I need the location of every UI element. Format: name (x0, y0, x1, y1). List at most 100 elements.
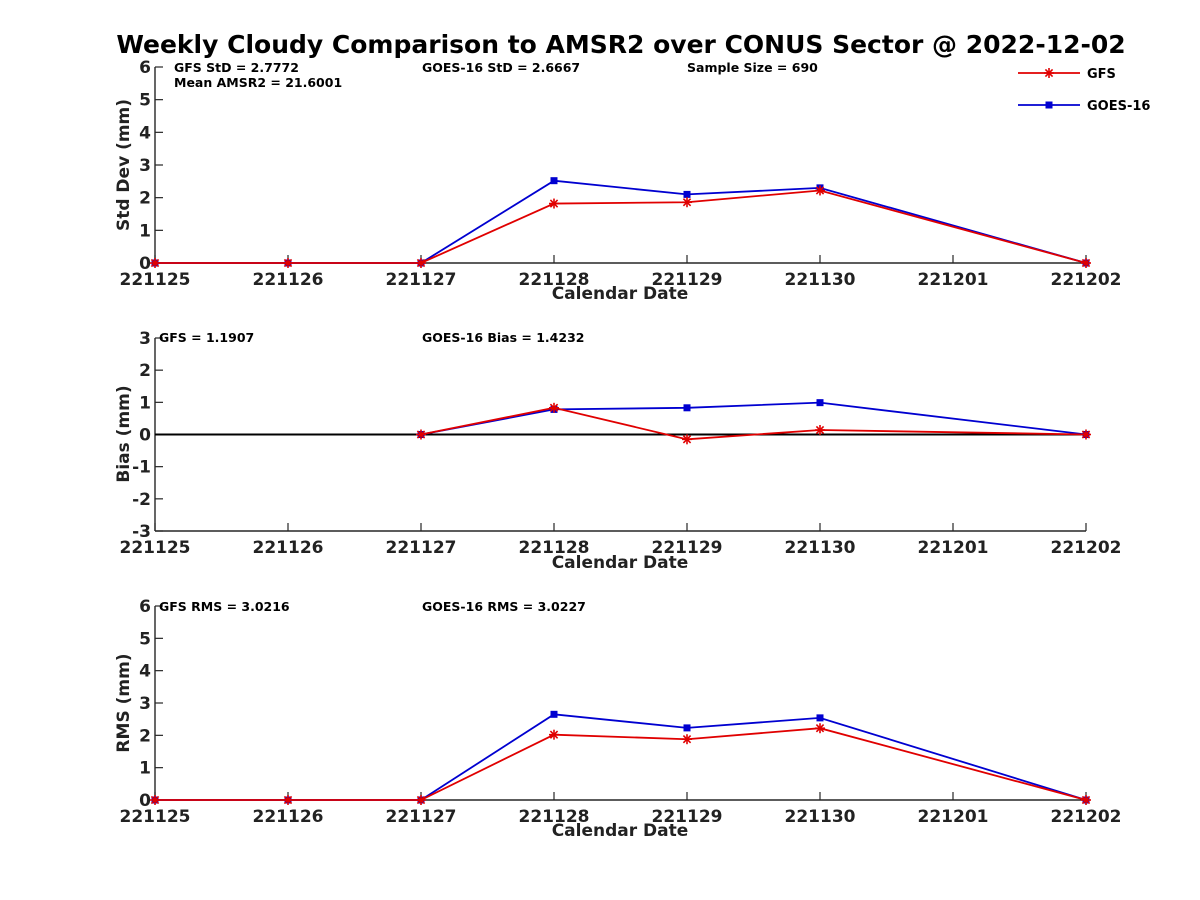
x-tick-label: 221202 (1051, 538, 1122, 558)
y-tick-label: 4 (139, 123, 151, 143)
y-tick-label: 0 (139, 791, 151, 811)
asterisk-stroke (416, 258, 426, 268)
legend-item-goes-16: GOES-16 (1018, 99, 1150, 114)
asterisk-stroke (416, 430, 426, 439)
data-point-asterisk (416, 258, 426, 268)
chart-title: Weekly Cloudy Comparison to AMSR2 over C… (116, 30, 1126, 59)
y-tick-label: -2 (132, 490, 151, 510)
x-tick-label: 221201 (918, 538, 989, 558)
data-point-asterisk (682, 734, 692, 745)
series-gfs (150, 185, 1091, 268)
y-tick-label: 2 (139, 361, 151, 381)
x-tick-label: 221125 (120, 270, 191, 290)
data-point-asterisk (549, 402, 559, 413)
x-tick-label: 221128 (519, 270, 590, 290)
data-point-square (683, 724, 691, 732)
series-line-goes-16 (155, 179, 1087, 264)
asterisk-stroke (549, 403, 559, 412)
asterisk-stroke (815, 425, 825, 435)
data-point-square (683, 190, 691, 198)
stat-annotation: Sample Size = 690 (687, 60, 818, 75)
y-tick-label: 2 (139, 189, 151, 209)
y-tick-label: 3 (139, 156, 151, 176)
data-point-asterisk (1081, 795, 1091, 805)
stat-annotation: GFS StD = 2.7772 (174, 60, 299, 75)
data-point-square (550, 710, 558, 718)
x-tick-label: 221130 (785, 270, 856, 290)
x-tick-label: 221128 (519, 807, 590, 827)
x-tick-label: 221129 (652, 270, 723, 290)
y-tick-label: 6 (139, 58, 151, 78)
y-tick-label: 3 (139, 329, 151, 349)
data-point-square (683, 404, 691, 412)
x-tick-label: 221129 (652, 538, 723, 558)
series-goes-16 (151, 710, 1090, 804)
x-axis-label: Calendar Date (552, 284, 689, 304)
data-point-asterisk (682, 197, 692, 208)
asterisk-stroke (1081, 795, 1091, 805)
data-point-asterisk (1081, 258, 1091, 268)
x-tick-label: 221126 (253, 270, 324, 290)
y-axis-label: Bias (mm) (114, 385, 134, 482)
x-tick-label: 221128 (519, 538, 590, 558)
data-point-square (550, 177, 558, 185)
y-tick-label: 1 (139, 393, 151, 413)
asterisk-stroke (682, 435, 692, 444)
series-line-gfs (155, 189, 1087, 264)
y-tick-label: 1 (139, 759, 151, 779)
asterisk-stroke (283, 258, 293, 268)
data-point-asterisk (1081, 429, 1091, 440)
data-point-asterisk (416, 429, 426, 440)
x-axis-label: Calendar Date (552, 553, 689, 573)
data-point-asterisk (283, 258, 293, 268)
y-axis-label: Std Dev (mm) (114, 99, 134, 231)
asterisk-stroke (682, 735, 692, 744)
data-point-asterisk (682, 434, 692, 445)
x-tick-label: 221129 (652, 807, 723, 827)
stat-annotation: GOES-16 Bias = 1.4232 (422, 330, 584, 345)
stat-annotation: GFS RMS = 3.0216 (159, 599, 290, 614)
data-point-asterisk (549, 198, 559, 209)
data-point-asterisk (815, 424, 825, 435)
asterisk-stroke (283, 795, 293, 805)
chart-panel-1: 0 1 2 3 4 5 6 221125 221126 221127 221128 221129 221… (114, 58, 1121, 304)
stat-annotation: GFS = 1.1907 (159, 330, 254, 345)
stat-annotation: GOES-16 StD = 2.6667 (422, 60, 580, 75)
data-point-asterisk (815, 185, 825, 196)
x-tick-label: 221125 (120, 538, 191, 558)
x-tick-label: 221202 (1051, 807, 1122, 827)
y-tick-label: 4 (139, 662, 151, 682)
data-point-square (816, 399, 824, 407)
legend: GFS GOES-16 (1018, 67, 1150, 114)
series-gfs (416, 402, 1091, 445)
y-tick-label: -3 (132, 522, 151, 542)
asterisk-stroke (815, 724, 825, 733)
asterisk-stroke (815, 186, 825, 195)
y-tick-label: 3 (139, 694, 151, 714)
x-tick-label: 221127 (386, 807, 457, 827)
chart-panel-3: 0 1 2 3 4 5 6 221125 221126 221127 221128 221129 221… (114, 597, 1121, 841)
x-tick-label: 221130 (785, 538, 856, 558)
data-point-asterisk (150, 258, 160, 268)
asterisk-stroke (416, 795, 426, 805)
y-tick-label: 2 (139, 726, 151, 746)
y-tick-label: 6 (139, 597, 151, 617)
x-axis-label: Calendar Date (552, 821, 689, 841)
y-tick-label: 5 (139, 91, 151, 111)
series-line-goes-16 (420, 401, 1087, 436)
x-tick-label: 221202 (1051, 270, 1122, 290)
asterisk-stroke (150, 795, 160, 805)
asterisk-stroke (549, 730, 559, 739)
asterisk-stroke (682, 198, 692, 207)
series-line-goes-16 (155, 713, 1087, 801)
x-tick-label: 221125 (120, 807, 191, 827)
stat-annotation: GOES-16 RMS = 3.0227 (422, 599, 586, 614)
y-axis-label: RMS (mm) (114, 653, 134, 752)
legend-marker-square (1045, 101, 1053, 109)
x-tick-label: 221126 (253, 538, 324, 558)
asterisk-stroke (1044, 68, 1054, 78)
asterisk-stroke (1081, 258, 1091, 268)
series-goes-16 (151, 177, 1090, 267)
stat-annotation: Mean AMSR2 = 21.6001 (174, 75, 342, 90)
